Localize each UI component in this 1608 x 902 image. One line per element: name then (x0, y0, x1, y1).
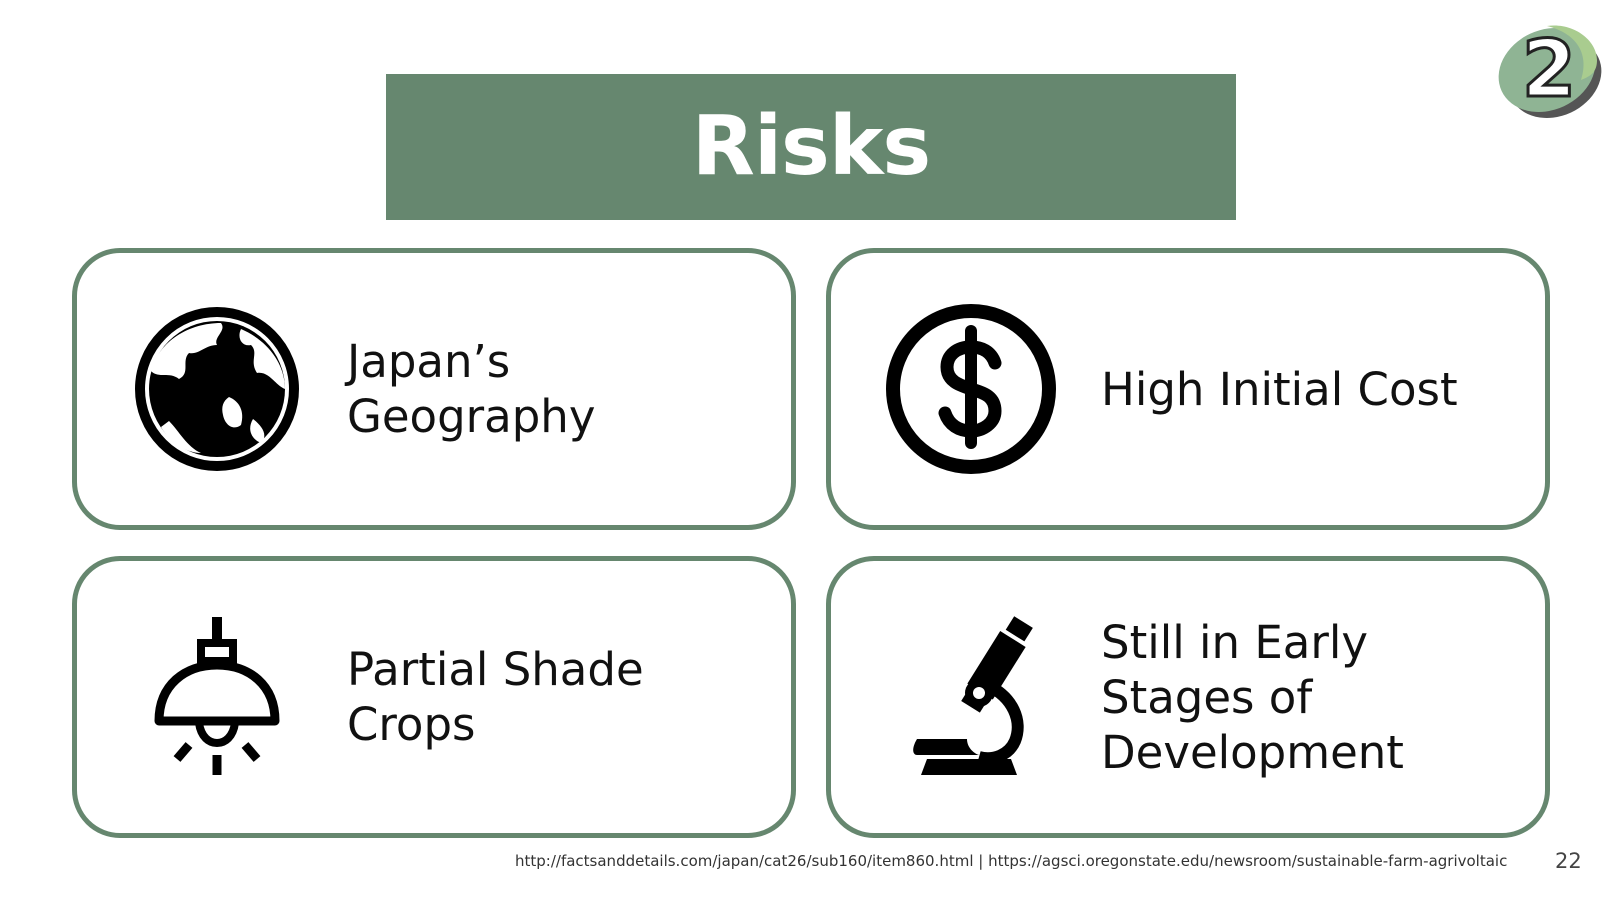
risk-card-development: Still in Early Stages of Development (826, 556, 1550, 838)
hanging-lamp-icon (129, 609, 305, 785)
risk-card-geography: Japan’s Geography (72, 248, 796, 530)
logo-number: 2 (1522, 25, 1576, 115)
logo: 2 (1493, 16, 1603, 122)
logo-badge-icon: 2 (1498, 24, 1602, 118)
page-number: 22 (1555, 849, 1582, 873)
risk-card-label: High Initial Cost (1101, 362, 1458, 416)
risk-card-label: Still in Early Stages of Development (1101, 615, 1404, 779)
dollar-coin-icon (883, 301, 1059, 477)
page-title: Risks (691, 99, 931, 194)
footer-source-links: http://factsanddetails.com/japan/cat26/s… (515, 852, 1508, 870)
globe-icon (129, 301, 305, 477)
risk-card-label: Partial Shade Crops (347, 643, 644, 751)
risk-card-cost: High Initial Cost (826, 248, 1550, 530)
risk-card-shade: Partial Shade Crops (72, 556, 796, 838)
risk-card-label: Japan’s Geography (347, 335, 596, 443)
microscope-icon (883, 609, 1059, 785)
title-banner: Risks (386, 74, 1236, 220)
